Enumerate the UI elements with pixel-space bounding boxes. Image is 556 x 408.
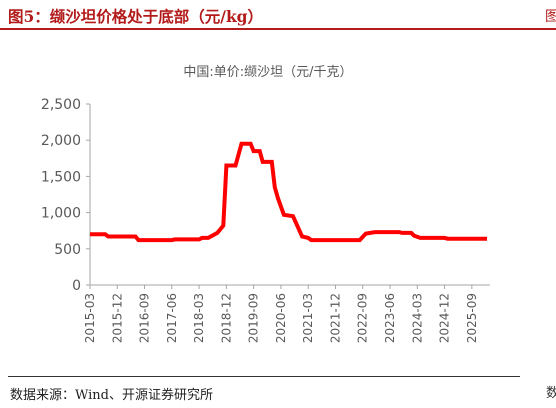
x-tick-label: 2017-06 bbox=[165, 293, 179, 343]
x-tick-label: 2025-09 bbox=[465, 293, 479, 343]
x-tick-label: 2023-06 bbox=[383, 293, 397, 343]
y-axis-tick-labels: 0 500 1,000 1,500 2,000 2,500 bbox=[41, 97, 90, 294]
x-tick-label: 2015-03 bbox=[83, 293, 97, 343]
y-tick-label: 2,000 bbox=[41, 133, 81, 149]
x-tick-label: 2016-09 bbox=[138, 293, 152, 343]
figure-header: 图5：缬沙坦价格处于底部（元/kg） 图 bbox=[0, 0, 556, 30]
adjacent-source-fragment: 数 bbox=[545, 386, 556, 401]
footer-divider bbox=[8, 376, 520, 377]
x-tick-label: 2019-09 bbox=[247, 293, 261, 343]
y-tick-label: 0 bbox=[72, 278, 81, 294]
y-tick-label: 2,500 bbox=[41, 97, 81, 113]
series-line-valsartan-price bbox=[90, 141, 487, 243]
y-tick-label: 1,000 bbox=[41, 206, 81, 222]
x-tick-label: 2018-12 bbox=[219, 293, 233, 343]
adjacent-figure-title-fragment: 图 bbox=[545, 9, 556, 25]
chart: 中国:单价:缬沙坦（元/千克） 0 500 1,000 1,500 2,000 2,500… bbox=[41, 65, 490, 343]
x-tick-label: 2021-03 bbox=[301, 293, 315, 343]
x-tick-label: 2021-12 bbox=[328, 293, 342, 343]
y-tick-label: 1,500 bbox=[41, 169, 81, 185]
x-tick-label: 2018-03 bbox=[192, 293, 206, 343]
x-axis-tick-labels: 2015-03 2015-12 2016-09 2017-06 2018-03 2018-… bbox=[83, 285, 479, 343]
x-tick-label: 2020-06 bbox=[274, 293, 288, 343]
data-source-note: 数据来源：Wind、开源证券研究所 bbox=[10, 388, 213, 403]
y-tick-label: 500 bbox=[54, 242, 81, 258]
figure-title: 图5：缬沙坦价格处于底部（元/kg） bbox=[8, 7, 264, 26]
chart-title: 中国:单价:缬沙坦（元/千克） bbox=[183, 65, 352, 80]
x-tick-label: 2022-09 bbox=[356, 293, 370, 343]
x-tick-label: 2015-12 bbox=[110, 293, 124, 343]
x-tick-label: 2024-12 bbox=[438, 293, 452, 343]
x-tick-label: 2024-03 bbox=[410, 293, 424, 343]
